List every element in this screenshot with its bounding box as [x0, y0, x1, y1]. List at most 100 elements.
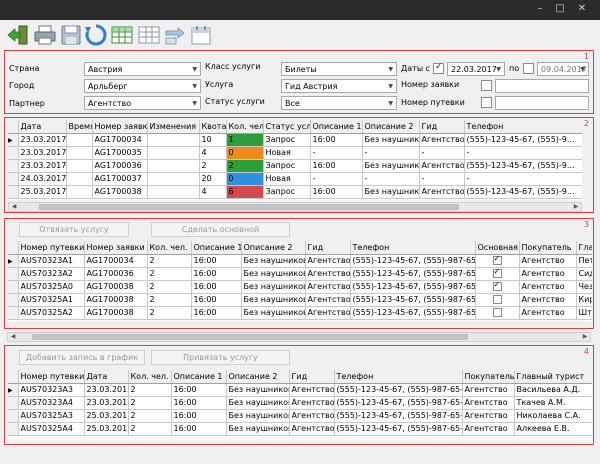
- table-cell[interactable]: (555)-123-45-67, (555)-987-65-43: [334, 383, 463, 397]
- column-header[interactable]: Описание 2: [362, 120, 420, 134]
- table-cell[interactable]: AG1700036: [92, 159, 148, 173]
- column-header[interactable]: Описание 2: [226, 370, 290, 384]
- table-cell[interactable]: Васильева А.Д.: [514, 383, 592, 397]
- scroll-right-icon[interactable]: ▶: [573, 203, 579, 210]
- table-cell[interactable]: 16:00: [310, 159, 363, 173]
- column-header[interactable]: Покупатель: [462, 370, 515, 384]
- main-checkbox[interactable]: [492, 280, 502, 291]
- row-header[interactable]: [8, 185, 19, 199]
- table-cell[interactable]: (555)-123-45-67, (555)-987-65-43: [350, 254, 476, 268]
- column-header[interactable]: Основная: [475, 241, 520, 255]
- row-header[interactable]: ▶: [8, 133, 19, 147]
- table-cell[interactable]: Без наушников: [241, 254, 306, 268]
- table-cell[interactable]: [66, 185, 93, 199]
- table-cell[interactable]: AG1700038: [84, 293, 148, 307]
- table-cell[interactable]: 23.03.2017: [18, 133, 67, 147]
- calendar-icon[interactable]: [189, 23, 213, 47]
- service-status-select[interactable]: Все ▼: [281, 96, 397, 110]
- table-cell[interactable]: Без наушников: [241, 267, 306, 281]
- services-hscrollbar[interactable]: ◀ ▶: [8, 202, 582, 212]
- table-cell[interactable]: 25.03.2017: [84, 409, 129, 423]
- table-cell[interactable]: AUS70323A1: [18, 254, 85, 268]
- table-row[interactable]: ▶ AUS70323A3 23.03.2017 2 16:00 Без наушников…: [8, 383, 592, 397]
- date-to-checkbox[interactable]: [523, 63, 534, 74]
- table-cell[interactable]: Агентство: [462, 396, 515, 410]
- people-count-cell[interactable]: 0: [226, 146, 264, 160]
- table-cell[interactable]: Без наушников: [362, 133, 420, 147]
- table-cell[interactable]: [147, 185, 200, 199]
- row-header[interactable]: [8, 267, 19, 281]
- table-cell[interactable]: 16:00: [171, 409, 227, 423]
- table-icon[interactable]: [137, 23, 161, 47]
- table-cell[interactable]: Без наушников: [362, 185, 420, 199]
- people-count-cell[interactable]: 1: [226, 133, 264, 147]
- table-cell[interactable]: -: [310, 172, 363, 186]
- table-cell[interactable]: 16:00: [171, 383, 227, 397]
- table-cell[interactable]: 16:00: [191, 280, 242, 294]
- scroll-thumb[interactable]: [32, 334, 468, 340]
- row-header[interactable]: [8, 396, 19, 410]
- table-cell[interactable]: AG1700038: [92, 185, 148, 199]
- column-header[interactable]: Дата: [84, 370, 129, 384]
- column-header[interactable]: Гла...: [576, 241, 592, 255]
- table-cell[interactable]: 23.03.2017: [18, 159, 67, 173]
- table-cell[interactable]: (555)-123-45-67, (555)-9...: [464, 185, 582, 199]
- table-cell[interactable]: Агентство: [519, 280, 577, 294]
- table-cell[interactable]: 2: [147, 306, 192, 320]
- table-cell[interactable]: Чез: [576, 280, 592, 294]
- table-cell[interactable]: 4: [199, 146, 227, 160]
- table-cell[interactable]: AUS70323A3: [18, 383, 85, 397]
- table-cell[interactable]: (555)-123-45-67, (555)-987-65-43: [350, 280, 476, 294]
- table-cell[interactable]: 2: [199, 159, 227, 173]
- main-checkbox[interactable]: [492, 308, 502, 317]
- exit-icon[interactable]: [6, 23, 30, 47]
- table-cell[interactable]: Агентство: [519, 306, 577, 320]
- transfer-icon[interactable]: [163, 23, 187, 47]
- table-cell[interactable]: Агентство: [519, 267, 577, 281]
- table-cell[interactable]: Новая: [263, 146, 311, 160]
- column-header[interactable]: Номер заявки: [92, 120, 148, 134]
- table-cell[interactable]: Агентство: [462, 383, 515, 397]
- unbind-service-button[interactable]: Отвязать услугу: [19, 222, 129, 237]
- table-cell[interactable]: [147, 146, 200, 160]
- table-cell[interactable]: 25.03.2017: [18, 185, 67, 199]
- main-checkbox-cell[interactable]: [475, 306, 520, 320]
- table-cell[interactable]: 16:00: [191, 267, 242, 281]
- table-cell[interactable]: -: [464, 172, 582, 186]
- table-cell[interactable]: Сид: [576, 267, 592, 281]
- table-cell[interactable]: (555)-123-45-67, (555)-987-65-43: [350, 267, 476, 281]
- column-header[interactable]: Гид: [289, 370, 335, 384]
- table-row[interactable]: AUS70325A4 25.03.2017 2 16:00 Без наушников А…: [8, 422, 592, 436]
- table-cell[interactable]: AUS70325A0: [18, 280, 85, 294]
- table-cell[interactable]: [66, 133, 93, 147]
- main-checkbox[interactable]: [492, 267, 502, 278]
- partner-select[interactable]: Агентство ▼: [84, 96, 201, 110]
- column-header[interactable]: Квота: [199, 120, 227, 134]
- minimize-icon[interactable]: –: [537, 3, 543, 14]
- table-cell[interactable]: [147, 159, 200, 173]
- service-class-select[interactable]: Билеты ▼: [281, 62, 397, 76]
- table-cell[interactable]: 2: [147, 293, 192, 307]
- table-cell[interactable]: 16:00: [191, 293, 242, 307]
- table-cell[interactable]: 2: [128, 396, 172, 410]
- table-cell[interactable]: (555)-123-45-67, (555)-987-65-43: [334, 409, 463, 423]
- column-header[interactable]: Номер путевки: [18, 241, 85, 255]
- scroll-left-icon[interactable]: ◀: [10, 333, 16, 340]
- table-cell[interactable]: AG1700038: [84, 306, 148, 320]
- table-cell[interactable]: 25.03.2017: [84, 422, 129, 436]
- table-row[interactable]: 25.03.2017 AG1700038 4 6 Запрос 16:00 Без науш…: [8, 185, 582, 199]
- table-cell[interactable]: Без наушников: [226, 409, 290, 423]
- date-filter-checkbox[interactable]: [433, 62, 444, 74]
- table-cell[interactable]: -: [419, 172, 465, 186]
- order-number-input[interactable]: [495, 79, 589, 93]
- table-cell[interactable]: AG1700038: [84, 280, 148, 294]
- table-cell[interactable]: Запрос: [263, 133, 311, 147]
- column-header[interactable]: Телефон: [464, 120, 582, 134]
- table-row[interactable]: AUS70323A4 23.03.2017 2 16:00 Без наушников А…: [8, 396, 592, 410]
- table-cell[interactable]: 16:00: [171, 396, 227, 410]
- row-header[interactable]: [8, 146, 19, 160]
- column-header[interactable]: Описание 2: [241, 241, 306, 255]
- column-header[interactable]: Изменения: [147, 120, 200, 134]
- scroll-thumb[interactable]: [39, 204, 459, 210]
- refresh-icon[interactable]: [84, 23, 108, 47]
